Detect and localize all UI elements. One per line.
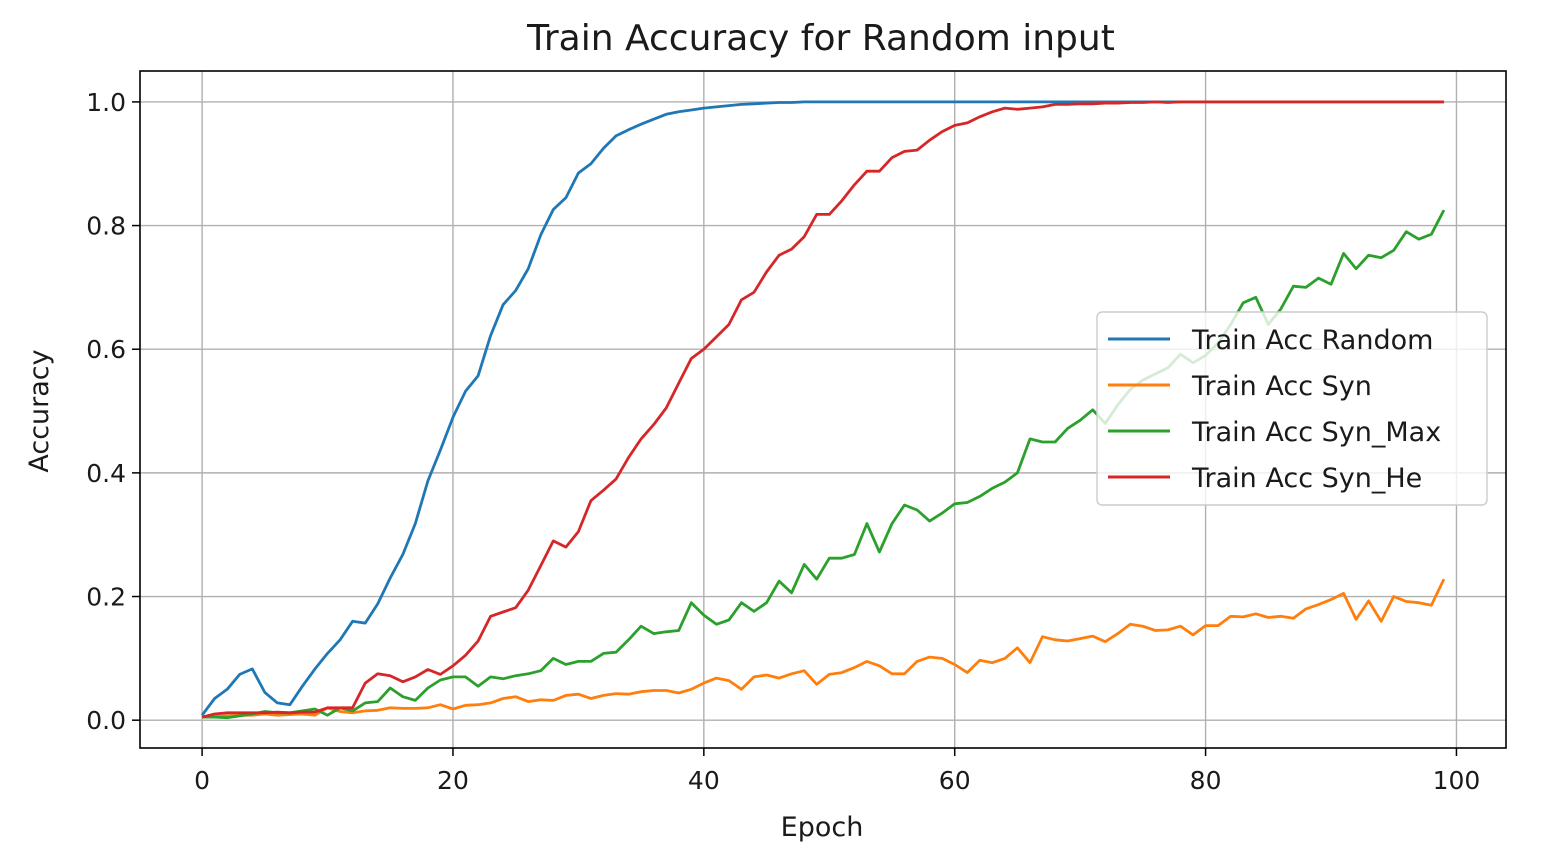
series-line-train-acc-syn-he bbox=[201, 100, 1444, 719]
axis-ticks: 0 20 40 60 80 100 0.0 0.2 0.4 0.6 0.8 1.0 bbox=[86, 88, 1480, 795]
x-tick-label: 0 bbox=[194, 766, 210, 795]
legend-box bbox=[1096, 311, 1488, 506]
legend-label: Train Acc Syn_He bbox=[1191, 463, 1422, 494]
x-tick-label: 40 bbox=[688, 766, 720, 795]
x-tick-label: 60 bbox=[939, 766, 971, 795]
y-tick-label: 1.0 bbox=[86, 88, 126, 117]
y-tick-label: 0.6 bbox=[86, 335, 126, 364]
y-axis-label: Accuracy bbox=[24, 349, 55, 472]
chart-title: Train Accuracy for Random input bbox=[526, 18, 1115, 59]
legend: Train Acc Random Train Acc Syn Train Acc S… bbox=[1096, 311, 1488, 506]
x-axis-label: Epoch bbox=[781, 812, 864, 843]
x-tick-label: 100 bbox=[1433, 766, 1481, 795]
series-line-train-acc-syn bbox=[202, 578, 1446, 719]
x-tick-label: 80 bbox=[1190, 766, 1222, 795]
y-tick-label: 0.8 bbox=[86, 212, 126, 241]
y-tick-label: 0.0 bbox=[86, 706, 126, 735]
x-tick-label: 20 bbox=[437, 766, 469, 795]
y-tick-label: 0.4 bbox=[86, 459, 126, 488]
legend-label: Train Acc Syn_Max bbox=[1191, 417, 1441, 448]
y-tick-label: 0.2 bbox=[86, 583, 126, 612]
legend-label: Train Acc Syn bbox=[1191, 371, 1372, 402]
plot-frame bbox=[139, 70, 1507, 749]
legend-label: Train Acc Random bbox=[1191, 325, 1433, 356]
